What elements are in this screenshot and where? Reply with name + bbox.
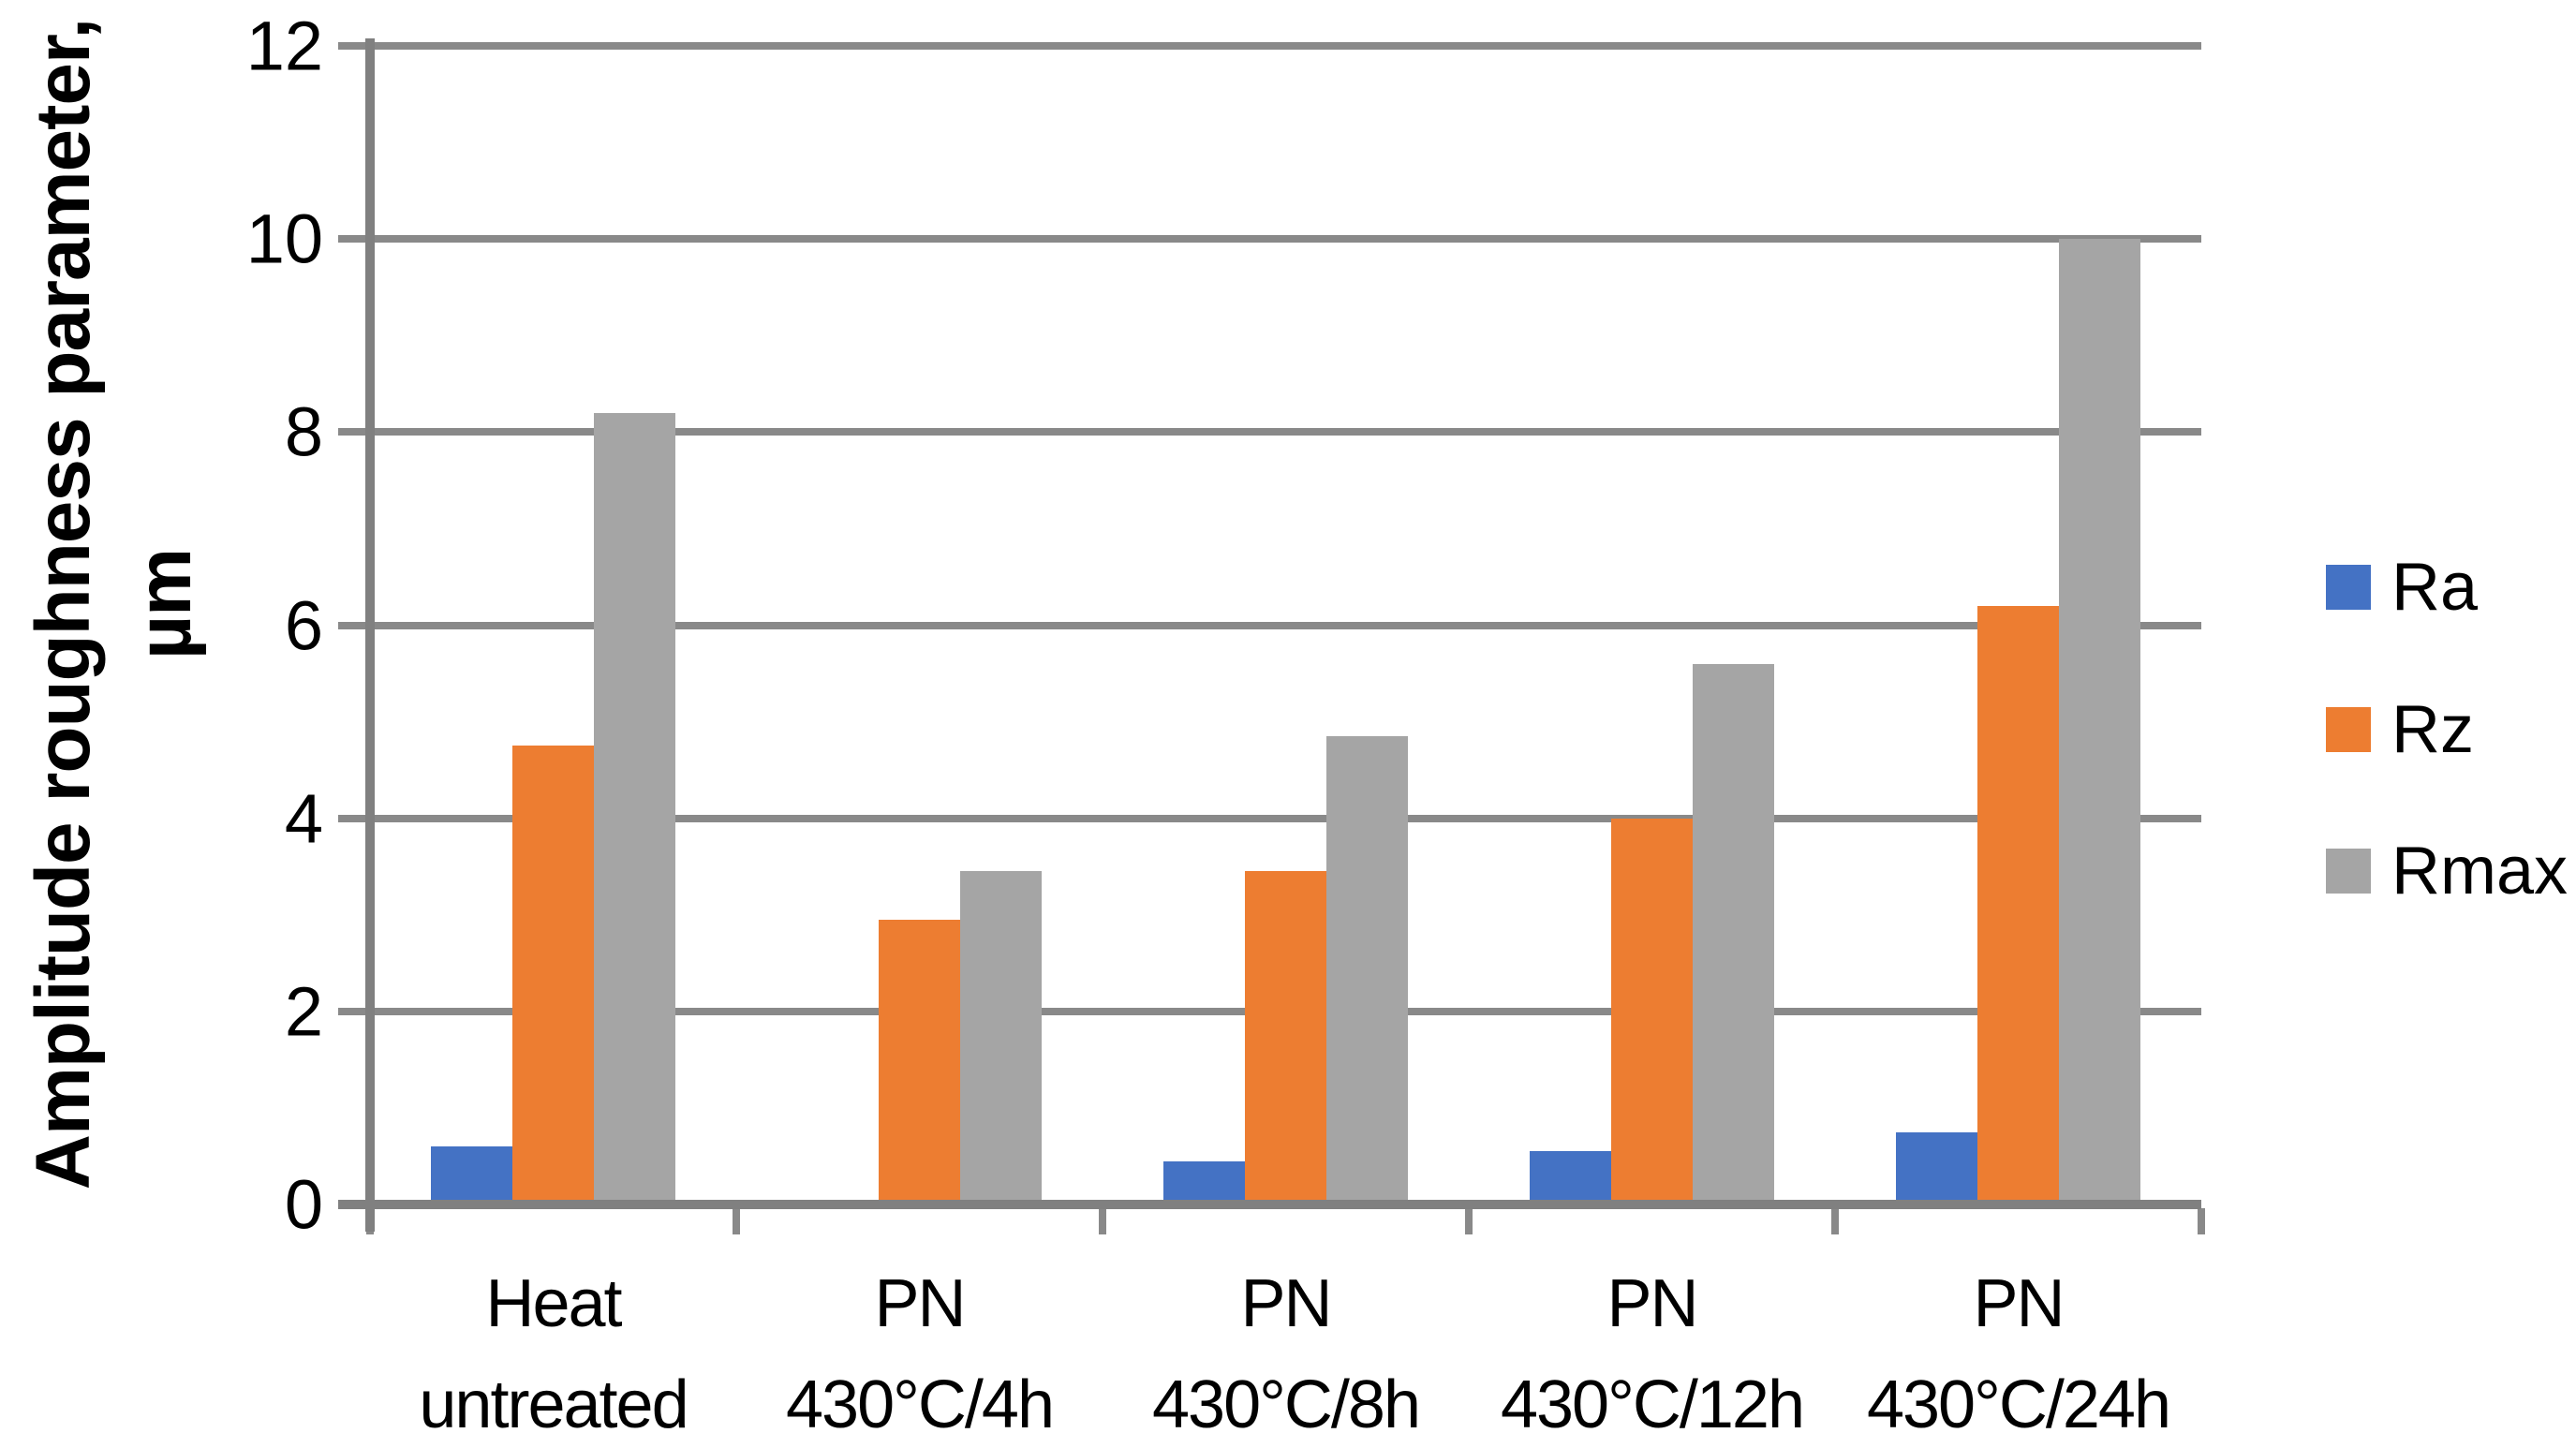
bar-rz-cat3 — [1244, 871, 1326, 1204]
legend-item-ra: Ra — [2326, 550, 2478, 625]
y-axis-title: Amplitude roughness parameter, µm — [13, 19, 215, 1189]
plot-area — [338, 38, 2205, 1234]
y-tick-8 — [338, 428, 366, 436]
x-category-label-5-line2: 430°C/24h — [1866, 1367, 2171, 1442]
x-category-label-4: PN 430°C/12h — [1469, 1253, 1835, 1448]
legend-item-rz: Rz — [2326, 692, 2474, 767]
bar-rmax-cat3 — [1326, 736, 1409, 1204]
bar-rmax-cat2 — [960, 871, 1043, 1204]
y-axis-title-line2: µm — [122, 548, 207, 660]
x-category-label-3-line2: 430°C/8h — [1151, 1367, 1421, 1442]
x-category-label-3: PN 430°C/8h — [1103, 1253, 1469, 1448]
y-tick-label-4: 4 — [284, 779, 323, 858]
y-tick-label-0: 0 — [284, 1165, 323, 1244]
y-tick-label-12: 12 — [245, 7, 323, 85]
x-category-label-5: PN 430°C/24h — [1835, 1253, 2201, 1448]
x-category-label-2: PN 430°C/4h — [736, 1253, 1103, 1448]
y-tick-label-8: 8 — [284, 392, 323, 471]
bar-rmax-cat5 — [2059, 239, 2141, 1204]
y-axis-title-line1: Amplitude roughness parameter, — [21, 18, 106, 1190]
y-tick-label-6: 6 — [284, 586, 323, 664]
bar-rmax-cat4 — [1693, 663, 1775, 1204]
bar-rmax-cat1 — [594, 412, 676, 1204]
legend-item-rmax: Rmax — [2326, 834, 2568, 909]
bar-rz-cat1 — [511, 746, 594, 1204]
bar-rz-cat5 — [1976, 605, 2059, 1204]
y-axis-line — [365, 38, 375, 1232]
x-category-label-2-line2: 430°C/4h — [785, 1367, 1055, 1442]
x-tick-boundary-2 — [1099, 1208, 1106, 1234]
bar-ra-cat3 — [1162, 1160, 1245, 1204]
legend-swatch-rz — [2326, 706, 2371, 752]
x-category-label-1-line1: Heat — [485, 1266, 622, 1341]
x-tick-boundary-1 — [733, 1208, 740, 1234]
bar-rz-cat2 — [878, 919, 960, 1204]
y-tick-10 — [338, 235, 366, 244]
bar-rz-cat4 — [1610, 818, 1693, 1204]
x-category-label-1-line2: untreated — [419, 1367, 688, 1442]
legend-swatch-rmax — [2326, 849, 2371, 894]
y-tick-label-10: 10 — [245, 199, 323, 278]
y-tick-2 — [338, 1007, 366, 1015]
y-tick-label-2: 2 — [284, 972, 323, 1051]
bar-ra-cat4 — [1529, 1151, 1611, 1204]
x-tick-boundary-5 — [2198, 1208, 2205, 1234]
bar-ra-cat1 — [430, 1146, 512, 1204]
x-tick-boundary-4 — [1831, 1208, 1839, 1234]
gridline-y-6 — [370, 621, 2201, 629]
x-category-label-4-line2: 430°C/12h — [1500, 1367, 1805, 1442]
bar-ra-cat5 — [1895, 1131, 1977, 1204]
x-category-label-2-line1: PN — [874, 1266, 966, 1341]
x-category-label-3-line1: PN — [1240, 1266, 1332, 1341]
gridline-y-12 — [370, 42, 2201, 50]
x-category-label-4-line1: PN — [1606, 1266, 1698, 1341]
legend-label-rz: Rz — [2391, 691, 2474, 767]
x-category-label-5-line1: PN — [1973, 1266, 2065, 1341]
gridline-y-10 — [370, 235, 2201, 244]
legend-label-ra: Ra — [2391, 550, 2479, 625]
y-tick-6 — [338, 621, 366, 629]
legend-swatch-ra — [2326, 565, 2371, 610]
gridline-y-4 — [370, 814, 2201, 822]
x-category-label-1: Heat untreated — [370, 1253, 736, 1448]
y-tick-4 — [338, 814, 366, 822]
x-axis-line — [338, 1200, 2201, 1209]
legend-label-rmax: Rmax — [2391, 834, 2569, 909]
y-tick-12 — [338, 42, 366, 50]
gridline-y-8 — [370, 428, 2201, 436]
x-tick-boundary-3 — [1465, 1208, 1473, 1234]
